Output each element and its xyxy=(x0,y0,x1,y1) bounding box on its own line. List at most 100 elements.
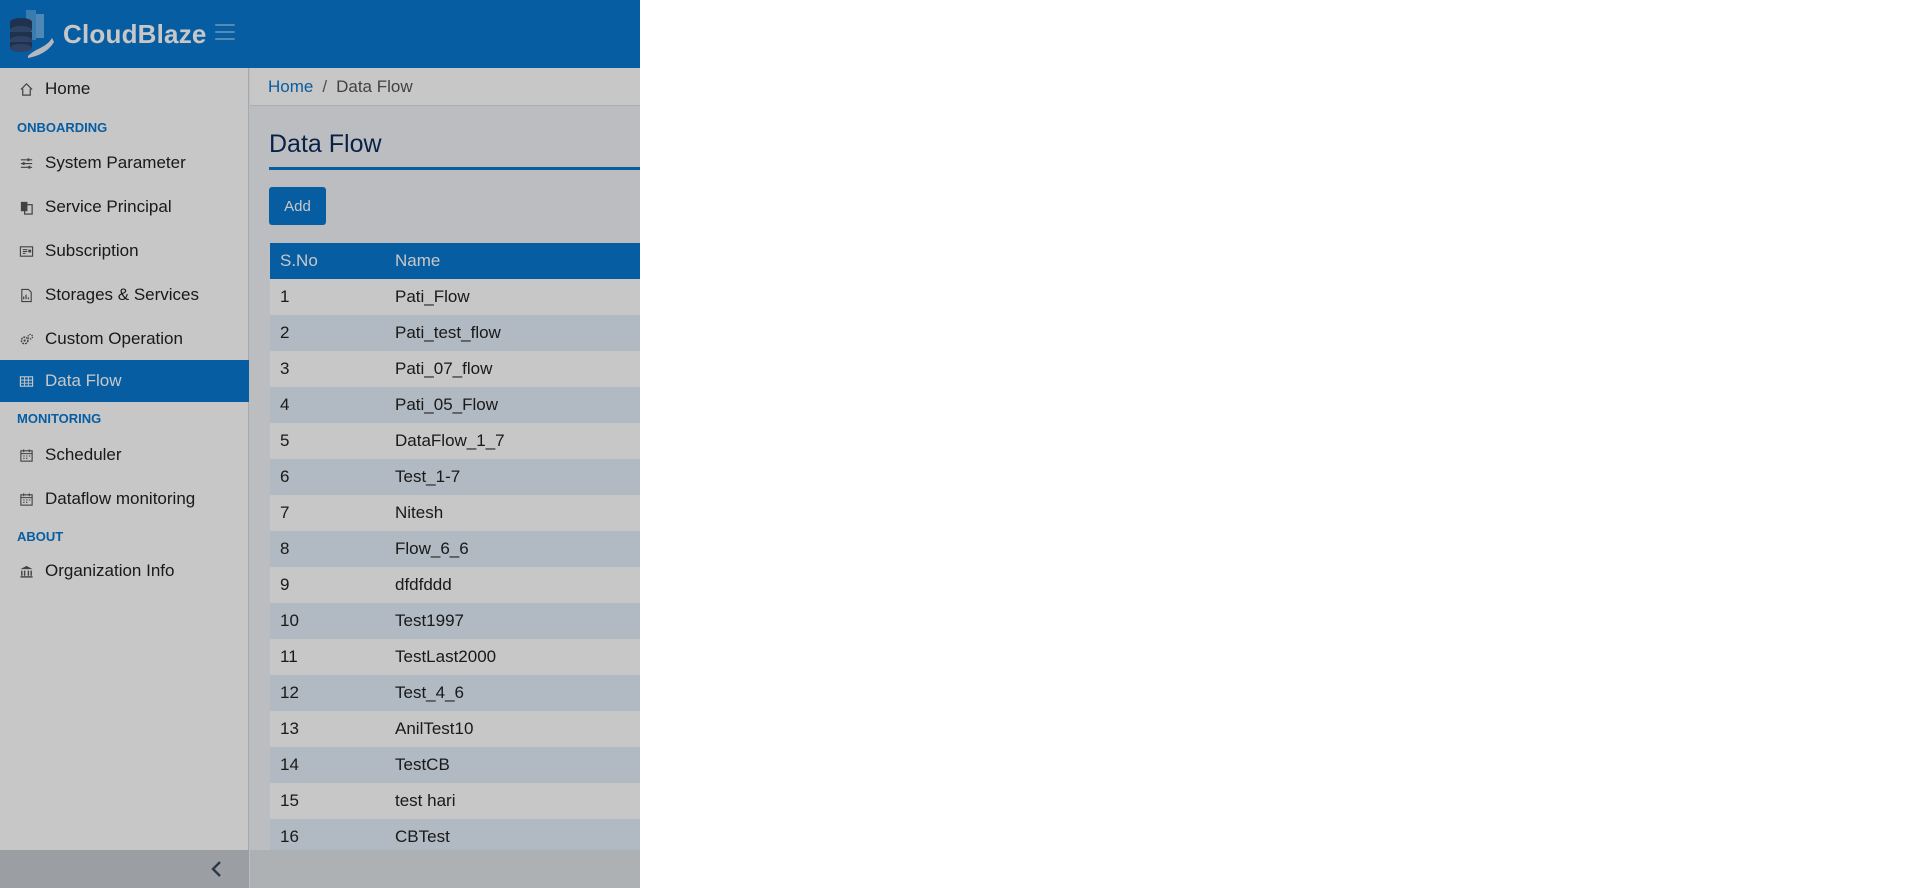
menu-toggle-icon[interactable] xyxy=(215,24,235,42)
modal-backdrop[interactable] xyxy=(0,0,640,888)
cell-sno: 3 xyxy=(280,359,290,378)
cell-name: Pati_Flow xyxy=(395,287,470,306)
brand-name: CloudBlaze xyxy=(63,19,207,49)
sidebar-item-label: Scheduler xyxy=(45,445,122,464)
top-header: CloudBlaze xyxy=(0,0,640,68)
cell-sno: 16 xyxy=(280,827,299,846)
cell-sno: 11 xyxy=(280,647,298,666)
sidebar-item-label: System Parameter xyxy=(45,153,186,172)
cell-name: TestCB xyxy=(395,755,450,774)
table-row[interactable]: 1 Pati_Flow xyxy=(270,279,640,315)
sidebar: Home ONBOARDING System Parameter Service… xyxy=(0,68,249,888)
sidebar-item-label: Custom Operation xyxy=(45,329,183,348)
sidebar-item-data-flow[interactable]: Data Flow xyxy=(0,360,249,402)
table-header: S.No Name xyxy=(270,243,640,279)
cell-sno: 14 xyxy=(280,755,299,774)
cell-sno: 2 xyxy=(280,323,290,342)
cell-name: test hari xyxy=(395,791,456,810)
section-about: ABOUT xyxy=(17,529,64,544)
main-content: Home / Data Flow Data Flow Add S.No Name… xyxy=(250,68,640,888)
add-button[interactable]: Add xyxy=(269,187,326,225)
sidebar-item-label: Dataflow monitoring xyxy=(45,489,196,508)
sliders-icon xyxy=(18,155,34,171)
table-row[interactable]: 8 Flow_6_6 xyxy=(270,531,640,567)
cell-name: Test1997 xyxy=(395,611,464,630)
file-chart-icon xyxy=(18,287,34,303)
table-row[interactable]: 10 Test1997 xyxy=(270,603,640,639)
table-row[interactable]: 5 DataFlow_1_7 xyxy=(270,423,640,459)
table-row[interactable]: 2 Pati_test_flow xyxy=(270,315,640,351)
cell-name: Pati_05_Flow xyxy=(395,395,499,414)
sidebar-item-scheduler[interactable]: Scheduler xyxy=(0,434,249,476)
table-row[interactable]: 6 Test_1-7 xyxy=(270,459,640,495)
bank-icon xyxy=(18,563,34,579)
sidebar-footer xyxy=(0,850,249,888)
card-icon xyxy=(18,243,34,259)
sidebar-item-dataflow-monitoring[interactable]: Dataflow monitoring xyxy=(0,478,249,520)
gears-icon xyxy=(18,331,34,347)
column-header-name[interactable]: Name xyxy=(395,251,441,270)
section-monitoring: MONITORING xyxy=(17,411,102,426)
cell-sno: 6 xyxy=(280,467,290,486)
cell-name: TestLast2000 xyxy=(395,647,497,666)
sidebar-item-label: Service Principal xyxy=(45,197,172,216)
sidebar-item-service-principal[interactable]: Service Principal xyxy=(0,186,249,228)
sidebar-item-label: Subscription xyxy=(45,241,139,260)
cell-sno: 4 xyxy=(280,395,290,414)
section-onboarding: ONBOARDING xyxy=(17,120,108,135)
cell-sno: 12 xyxy=(280,683,299,702)
table-row[interactable]: 14 TestCB xyxy=(270,747,640,783)
breadcrumb: Home / Data Flow xyxy=(250,68,640,106)
table-row[interactable]: 4 Pati_05_Flow xyxy=(270,387,640,423)
cell-name: Flow_6_6 xyxy=(395,539,469,558)
data-flow-table: S.No Name 1 Pati_Flow 2 Pati_test_flow 3 Pati… xyxy=(270,243,640,855)
cloudblaze-logo-icon xyxy=(10,10,54,58)
table-row[interactable]: 12 Test_4_6 xyxy=(270,675,640,711)
cell-name: Nitesh xyxy=(395,503,444,522)
sidebar-item-subscription[interactable]: Subscription xyxy=(0,230,249,272)
copy-icon xyxy=(18,199,34,215)
sidebar-item-custom-operation[interactable]: Custom Operation xyxy=(0,318,249,360)
cell-name: AnilTest10 xyxy=(395,719,474,738)
cell-name: DataFlow_1_7 xyxy=(395,431,505,450)
breadcrumb-separator: / xyxy=(322,76,328,96)
cell-sno: 9 xyxy=(280,575,290,594)
cell-name: dfdfddd xyxy=(395,575,452,594)
sidebar-item-system-parameter[interactable]: System Parameter xyxy=(0,142,249,184)
table-row[interactable]: 15 test hari xyxy=(270,783,640,819)
sidebar-item-label: Storages & Services xyxy=(45,285,200,304)
cell-sno: 13 xyxy=(280,719,299,738)
table-row[interactable]: 7 Nitesh xyxy=(270,495,640,531)
cell-name: Pati_07_flow xyxy=(395,359,493,378)
chevron-left-icon[interactable] xyxy=(207,859,227,879)
cell-sno: 8 xyxy=(280,539,290,558)
content-footer xyxy=(250,850,640,888)
table-body: 1 Pati_Flow 2 Pati_test_flow 3 Pati_07_flow 4 P… xyxy=(270,279,640,855)
calendar-icon xyxy=(18,447,34,463)
cell-sno: 10 xyxy=(280,611,299,630)
sidebar-item-storages-services[interactable]: Storages & Services xyxy=(0,274,249,316)
table-row[interactable]: 13 AnilTest10 xyxy=(270,711,640,747)
cell-name: CBTest xyxy=(395,827,450,846)
cell-name: Test_1-7 xyxy=(395,467,461,486)
cell-name: Pati_test_flow xyxy=(395,323,501,342)
home-icon xyxy=(18,81,34,97)
breadcrumb-home-link[interactable]: Home xyxy=(268,76,314,96)
table-icon xyxy=(18,373,34,389)
table-row[interactable]: 9 dfdfddd xyxy=(270,567,640,603)
sidebar-item-label: Organization Info xyxy=(45,561,175,580)
cell-sno: 5 xyxy=(280,431,290,450)
sidebar-item-label: Home xyxy=(45,79,91,98)
table-row[interactable]: 3 Pati_07_flow xyxy=(270,351,640,387)
sidebar-item-label: Data Flow xyxy=(45,371,122,390)
table-row[interactable]: 11 TestLast2000 xyxy=(270,639,640,675)
breadcrumb-current: Data Flow xyxy=(336,76,413,96)
column-header-sno[interactable]: S.No xyxy=(280,251,318,270)
table-row[interactable]: 16 CBTest xyxy=(270,819,640,855)
cell-sno: 15 xyxy=(280,791,299,810)
sidebar-item-home[interactable]: Home xyxy=(0,68,249,110)
sidebar-item-organization-info[interactable]: Organization Info xyxy=(0,550,249,592)
title-underline xyxy=(269,167,640,170)
app-window: CloudBlaze Home ONBOARDING System Parame… xyxy=(0,0,640,888)
calendar-icon xyxy=(18,491,34,507)
